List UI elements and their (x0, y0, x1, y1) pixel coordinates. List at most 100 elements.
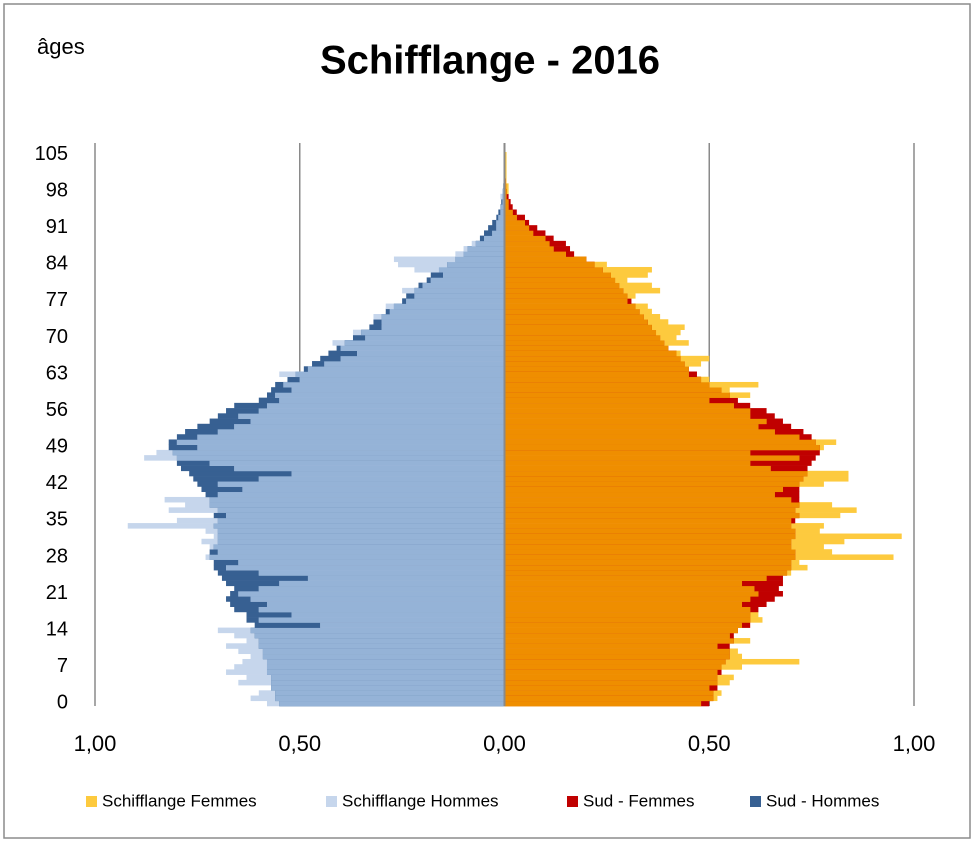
overlap-bar (271, 685, 505, 691)
bars (127, 152, 902, 707)
overlap-bar (250, 596, 505, 602)
overlap-bar (238, 413, 505, 419)
overlap-bar (365, 334, 505, 341)
overlap-bar (504, 444, 820, 451)
overlap-bar (266, 669, 505, 675)
overlap-bar (504, 465, 771, 472)
overlap-bar (502, 193, 505, 200)
overlap-bar (504, 402, 734, 409)
overlap-bar (467, 246, 505, 252)
overlap-bar (504, 601, 743, 607)
overlap-bar (504, 523, 792, 529)
overlap-bar (291, 611, 505, 618)
overlap-bar (250, 627, 505, 634)
overlap-bar (209, 502, 505, 508)
legend-swatch (86, 796, 97, 807)
overlap-bar (406, 298, 505, 304)
overlap-bar (262, 648, 505, 655)
overlap-bar (504, 648, 730, 655)
overlap-bar (393, 303, 505, 310)
overlap-bar (504, 193, 507, 200)
overlap-bar (504, 476, 804, 482)
overlap-bar (262, 653, 505, 660)
overlap-bar (504, 591, 759, 597)
overlap-bar (504, 272, 611, 278)
y-tick-label: 0 (57, 692, 68, 714)
overlap-bar (172, 449, 505, 456)
overlap-bar (217, 533, 505, 540)
x-tick-label: 0,50 (278, 731, 321, 756)
overlap-bar (500, 204, 505, 210)
x-tick-label: 1,00 (893, 731, 936, 756)
y-tick-label: 28 (46, 545, 68, 567)
overlap-bar (498, 214, 505, 221)
overlap-bar (504, 408, 751, 414)
overlap-bar (266, 664, 505, 670)
overlap-bar (266, 601, 505, 607)
overlap-bar (250, 418, 505, 425)
overlap-bar (258, 638, 505, 644)
overlap-bar (389, 308, 505, 315)
overlap-bar (324, 361, 505, 367)
overlap-bar (504, 622, 743, 628)
overlap-bar (504, 282, 620, 289)
overlap-bar (430, 277, 505, 283)
overlap-bar (266, 402, 505, 409)
overlap-bar (258, 617, 505, 623)
overlap-bar (504, 570, 788, 576)
overlap-bar (504, 298, 628, 304)
overlap-bar (504, 324, 652, 330)
overlap-bar (504, 533, 796, 540)
overlap-bar (258, 606, 505, 613)
overlap-bar (176, 455, 505, 461)
overlap-bar (217, 549, 505, 555)
overlap-bar (291, 387, 505, 393)
overlap-bar (443, 272, 505, 278)
y-tick-label: 63 (46, 362, 68, 384)
overlap-bar (504, 204, 509, 210)
legend-label: Sud - Hommes (766, 791, 879, 810)
overlap-bar (484, 235, 505, 242)
overlap-bar (504, 632, 730, 639)
overlap-bar (279, 700, 505, 707)
y-tick-label: 35 (46, 509, 68, 531)
overlap-bar (213, 523, 505, 529)
overlap-bar (504, 418, 767, 425)
overlap-bar (447, 261, 505, 268)
overlap-bar (504, 361, 685, 367)
overlap-bar (504, 188, 507, 195)
overlap-bar (213, 543, 505, 550)
overlap-bar (217, 538, 505, 545)
overlap-bar (340, 355, 505, 362)
overlap-bar (422, 282, 505, 289)
overlap-bar (414, 287, 505, 294)
overlap-bar (504, 460, 751, 466)
y-tick-label: 70 (46, 326, 68, 348)
overlap-bar (504, 491, 775, 498)
overlap-bar (504, 366, 689, 372)
overlap-bar (504, 266, 603, 273)
overlap-bar (254, 632, 505, 639)
overlap-bar (271, 679, 505, 686)
overlap-bar (504, 496, 792, 503)
overlap-bar (504, 423, 759, 430)
overlap-bar (504, 350, 677, 357)
overlap-bar (504, 413, 751, 419)
overlap-bar (299, 376, 505, 383)
overlap-bar (496, 225, 505, 231)
legend-swatch (750, 796, 761, 807)
overlap-bar (234, 423, 505, 430)
y-tick-label: 14 (46, 618, 68, 640)
axes: 1,00 0,50 0,00 0,50 1,00 0 7 14 21 28 35 42 49 56 63 70… (35, 143, 936, 756)
overlap-bar (275, 695, 505, 702)
overlap-bar (381, 324, 505, 330)
y-tick-label: 49 (46, 436, 68, 458)
overlap-bar (340, 345, 505, 351)
y-tick-label: 84 (46, 253, 68, 275)
overlap-bar (504, 455, 800, 461)
overlap-bar (504, 580, 743, 587)
overlap-bar (197, 444, 505, 451)
overlap-bar (504, 235, 546, 242)
x-tick-label: 1,00 (74, 731, 117, 756)
